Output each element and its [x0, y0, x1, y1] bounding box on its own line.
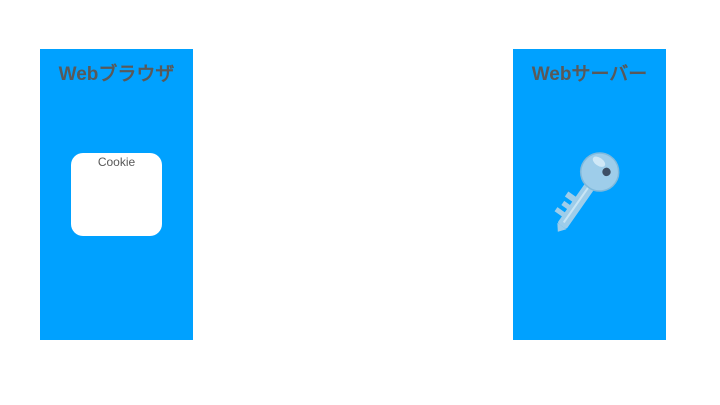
web-browser-title: Webブラウザ: [58, 64, 175, 85]
cookie-label: Cookie: [97, 155, 136, 169]
web-browser-panel: Webブラウザ Cookie: [40, 49, 193, 340]
web-server-title: Webサーバー: [531, 64, 648, 85]
cookie-card: Cookie: [71, 153, 162, 236]
key-icon: [554, 152, 620, 232]
web-server-panel: Webサーバー: [513, 49, 666, 340]
